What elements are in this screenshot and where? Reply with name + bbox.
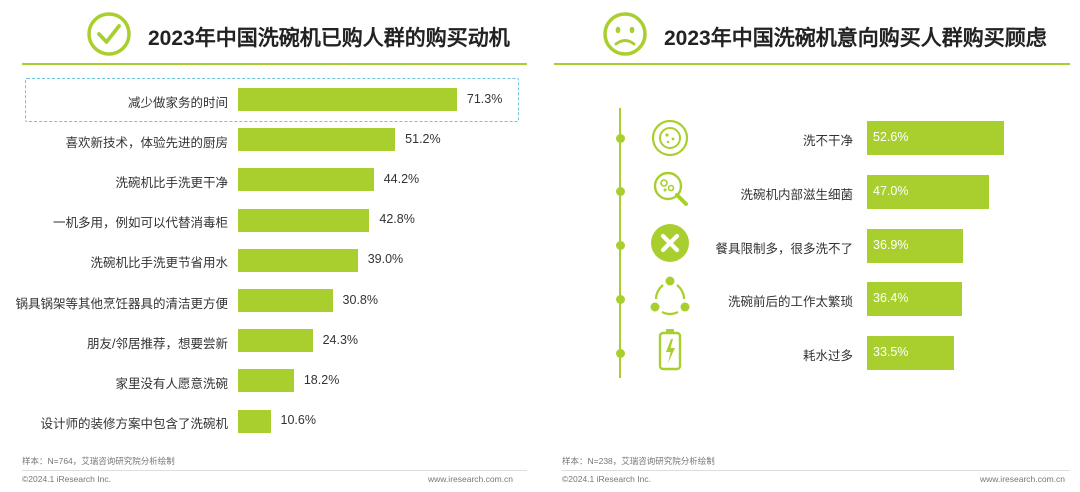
right-chart-title: 2023年中国洗碗机意向购买人群购买顾虑: [664, 27, 1047, 50]
category-label: 餐具限制多，很多洗不了: [715, 241, 853, 256]
value-label: 36.4%: [873, 291, 909, 306]
bar: [238, 329, 313, 353]
value-label: 42.8%: [379, 212, 415, 227]
category-label: 洗碗机比手洗更干净: [115, 175, 228, 190]
value-label: 30.8%: [342, 292, 378, 307]
value-label: 18.2%: [303, 372, 340, 387]
value-label: 36.9%: [873, 237, 909, 252]
right-sample-note: 样本：N=238，艾瑞咨询研究院分析绘制: [562, 456, 715, 466]
category-label: 喜欢新技术，体验先进的厨房: [65, 135, 228, 150]
battery-icon: [658, 329, 682, 371]
timeline-dot: [615, 187, 625, 197]
bar: [238, 128, 396, 152]
right-footer-url[interactable]: www.iresearch.com.cn: [980, 474, 1066, 484]
highlight-box: [25, 77, 519, 122]
bar: [867, 282, 962, 317]
left-footer-divider: [22, 470, 527, 471]
right-footer-divider: [562, 470, 1070, 471]
cross-circle-icon: [651, 224, 689, 262]
value-label: 39.0%: [367, 252, 404, 267]
category-label: 洗碗前后的工作太繁琐: [727, 295, 853, 310]
category-label: 锅具锅架等其他烹饪器具的清洁更方便: [15, 296, 228, 311]
bacteria-magnifier-icon: [653, 171, 688, 206]
bar: [238, 289, 333, 312]
checkmark-circle-icon: [87, 12, 131, 56]
bar: [867, 228, 963, 263]
right-panel: 2023年中国洗碗机意向购买人群购买顾虑 52.6% 洗不干净 47.0% 洗碗机内部…: [540, 0, 1080, 492]
value-label: 52.6%: [873, 130, 909, 144]
category-label: 洗碗机内部滋生细菌: [740, 187, 853, 202]
value-label: 24.3%: [322, 332, 359, 347]
left-panel: 2023年中国洗碗机已购人群的购买动机 减少做家务的时间 71.3% 喜欢新技术，体…: [15, 12, 527, 484]
value-label: 10.6%: [280, 413, 316, 428]
bar: [238, 248, 358, 272]
cycle-arrows-icon: [650, 276, 690, 316]
category-label: 减少做家务的时间: [127, 95, 228, 110]
timeline-dot: [615, 348, 625, 358]
bar: [867, 174, 990, 209]
left-title-underline: [22, 63, 527, 65]
left-chart-title: 2023年中国洗碗机已购人群的购买动机: [148, 27, 510, 50]
category-label: 设计师的装修方案中包含了洗碗机: [40, 417, 228, 432]
left-footer-url[interactable]: www.iresearch.com.cn: [428, 474, 514, 484]
value-label: 33.5%: [873, 345, 909, 360]
bar: [238, 409, 271, 433]
category-label: 家里没有人愿意洗碗: [115, 376, 228, 391]
dirty-plate-icon: [651, 119, 689, 157]
category-label: 洗碗机比手洗更节省用水: [90, 256, 228, 271]
value-label: 47.0%: [873, 183, 909, 198]
value-label: 71.3%: [466, 91, 503, 106]
bar: [238, 88, 457, 111]
value-label: 44.2%: [383, 171, 420, 186]
category-label: 朋友/邻居推荐，想要尝新: [87, 336, 228, 351]
left-footer-copyright: ©2024.1 iResearch Inc.: [22, 474, 111, 484]
bar: [238, 369, 294, 393]
timeline-dot: [615, 241, 625, 251]
timeline-dot: [615, 133, 625, 143]
bar: [238, 168, 374, 192]
category-label: 耗水过多: [802, 349, 853, 364]
right-title-underline: [554, 63, 1070, 65]
bar: [867, 336, 955, 371]
bar: [867, 121, 1004, 155]
category-label: 洗不干净: [802, 134, 853, 148]
timeline-dot: [615, 294, 625, 304]
right-footer-copyright: ©2024.1 iResearch Inc.: [562, 474, 651, 484]
value-label: 51.2%: [405, 131, 441, 146]
category-label: 一机多用，例如可以代替消毒柜: [52, 216, 228, 231]
left-sample-note: 样本：N=764，艾瑞咨询研究院分析绘制: [22, 456, 175, 466]
sad-face-icon: [603, 12, 647, 56]
bar: [238, 208, 370, 232]
